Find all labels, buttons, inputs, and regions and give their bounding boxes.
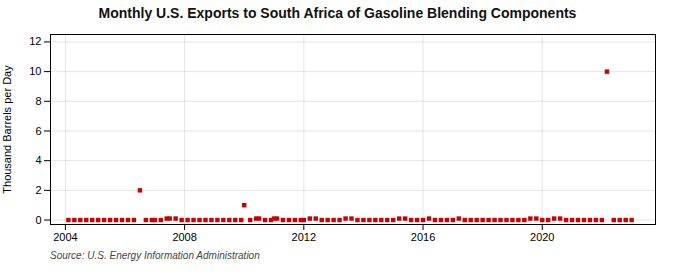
svg-text:2016: 2016 bbox=[411, 231, 435, 243]
svg-text:8: 8 bbox=[35, 95, 41, 107]
svg-text:2008: 2008 bbox=[172, 231, 196, 243]
svg-text:10: 10 bbox=[29, 65, 41, 77]
svg-text:6: 6 bbox=[35, 125, 41, 137]
svg-text:2: 2 bbox=[35, 184, 41, 196]
svg-text:2012: 2012 bbox=[292, 231, 316, 243]
svg-text:2020: 2020 bbox=[530, 231, 554, 243]
svg-text:0: 0 bbox=[35, 214, 41, 226]
svg-text:Thousand Barrels per Day: Thousand Barrels per Day bbox=[1, 65, 13, 194]
svg-text:2004: 2004 bbox=[53, 231, 77, 243]
svg-text:4: 4 bbox=[35, 154, 41, 166]
svg-text:12: 12 bbox=[29, 35, 41, 47]
html-text:Monthly U.S. Exports to South: Monthly U.S. Exports to South Africa of … bbox=[98, 5, 577, 21]
html-text:Source: U.S. Energy Informatio: Source: U.S. Energy Information Administ… bbox=[50, 250, 260, 261]
